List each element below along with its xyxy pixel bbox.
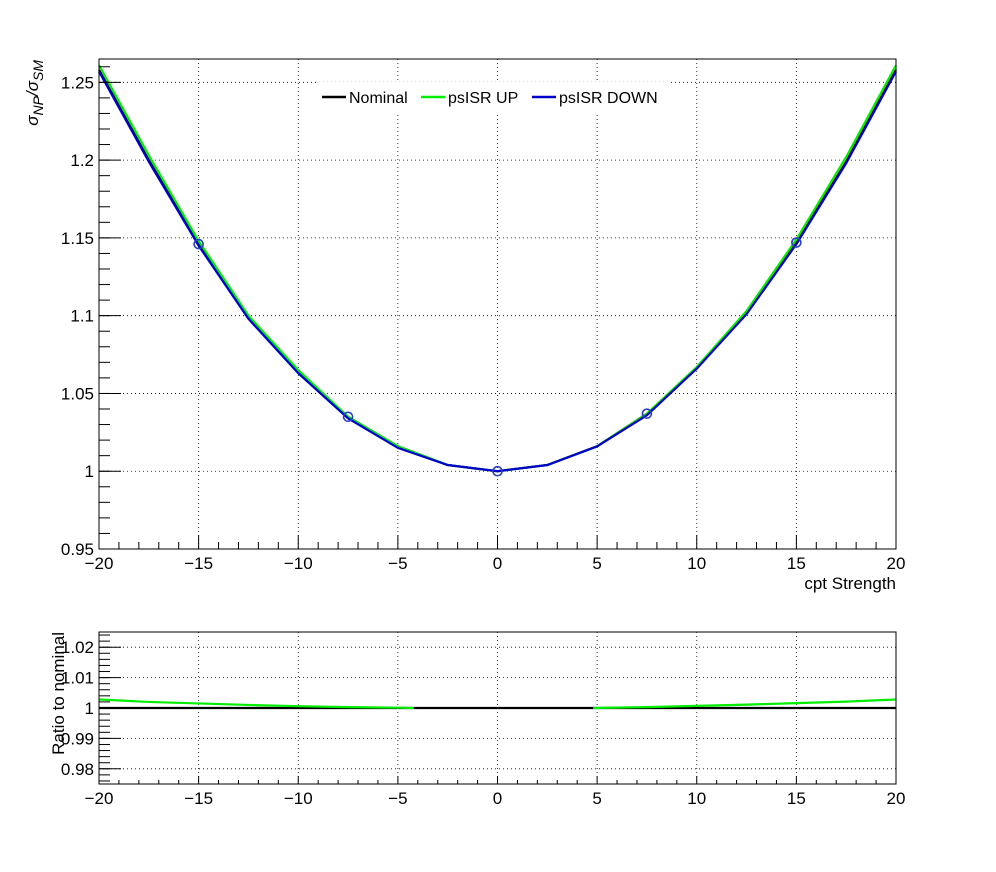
x-tick-label: 20 — [887, 554, 906, 573]
ratio-ticks — [98, 634, 897, 784]
y-axis-title-sigma: σ — [23, 115, 42, 126]
main-x-tick-labels: −20 −15 −10 −5 0 5 10 15 20 — [85, 554, 906, 573]
ratio-plot: −20 −15 −10 −5 0 5 10 15 20 0.98 0.99 1 1.01 1.02 Ra… — [49, 631, 906, 808]
x-tick-label: 0 — [493, 554, 502, 573]
y-tick-label: 1.05 — [61, 384, 94, 403]
y-tick-label: 1.25 — [61, 73, 94, 92]
data-point-marker — [641, 408, 653, 419]
x-tick-label: 10 — [687, 554, 706, 573]
ratio-y-tick-labels: 0.98 0.99 1 1.01 1.02 — [61, 638, 94, 779]
y-tick-label: 0.95 — [61, 540, 94, 559]
data-point-marker — [791, 237, 802, 248]
series-line-psisr-down — [98, 70, 897, 473]
x-tick-label: −20 — [85, 554, 114, 573]
main-markers-group — [193, 237, 802, 477]
x-tick-label: 10 — [687, 789, 706, 808]
x-tick-label: 15 — [787, 554, 806, 573]
legend: Nominal psISR UP psISR DOWN — [318, 82, 668, 112]
legend-label-psisr-up: psISR UP — [448, 90, 518, 107]
y-tick-label: 0.99 — [61, 729, 94, 748]
x-tick-label: −10 — [284, 554, 313, 573]
x-tick-label: 0 — [493, 789, 502, 808]
x-axis-title: cpt Strength — [804, 574, 896, 593]
x-tick-label: 5 — [592, 789, 601, 808]
y-tick-label: 0.98 — [61, 760, 94, 779]
data-point-marker — [492, 465, 503, 477]
x-tick-label: 20 — [887, 789, 906, 808]
x-tick-label: −15 — [184, 554, 213, 573]
y-tick-label: 1 — [85, 462, 94, 481]
y-tick-label: 1.02 — [61, 638, 94, 657]
main-grid — [99, 59, 896, 549]
ratio-series-group — [98, 698, 897, 710]
y-tick-label: 1.2 — [70, 151, 94, 170]
y-axis-title-sep: /σ — [23, 80, 42, 97]
legend-background — [318, 82, 668, 112]
x-tick-label: 15 — [787, 789, 806, 808]
x-tick-label: −10 — [284, 789, 313, 808]
y-tick-label: 1.1 — [70, 307, 94, 326]
y-tick-label: 1.01 — [61, 669, 94, 688]
y-tick-label: 1 — [85, 699, 94, 718]
main-ticks — [98, 66, 897, 550]
y-tick-label: 1.15 — [61, 229, 94, 248]
data-point-marker — [342, 411, 354, 423]
ratio-x-tick-labels: −20 −15 −10 −5 0 5 10 15 20 — [85, 789, 906, 808]
legend-label-psisr-down: psISR DOWN — [559, 90, 658, 107]
x-tick-label: −15 — [184, 789, 213, 808]
main-plot: −20 −15 −10 −5 0 5 10 15 20 0.95 1 1.05 1.1 1.15 1.2 1… — [23, 58, 906, 593]
y-axis-title-sub-np: NP — [30, 95, 46, 115]
series-line-psisr-up — [593, 698, 897, 710]
x-tick-label: −20 — [85, 789, 114, 808]
data-point-marker — [193, 238, 204, 250]
main-series-group — [98, 64, 897, 473]
series-line-psisr-up — [98, 64, 897, 473]
x-tick-label: −5 — [388, 789, 407, 808]
x-tick-label: −5 — [388, 554, 407, 573]
legend-label-nominal: Nominal — [349, 90, 408, 107]
main-y-tick-labels: 0.95 1 1.05 1.1 1.15 1.2 1.25 — [61, 73, 94, 559]
y-axis-title: σNP/σSM — [23, 60, 46, 126]
y-axis-title-sub-sm: SM — [30, 60, 46, 81]
series-line-psisr-up — [98, 698, 414, 710]
x-tick-label: 5 — [592, 554, 601, 573]
ratio-y-axis-title: Ratio to nominal — [49, 632, 68, 755]
